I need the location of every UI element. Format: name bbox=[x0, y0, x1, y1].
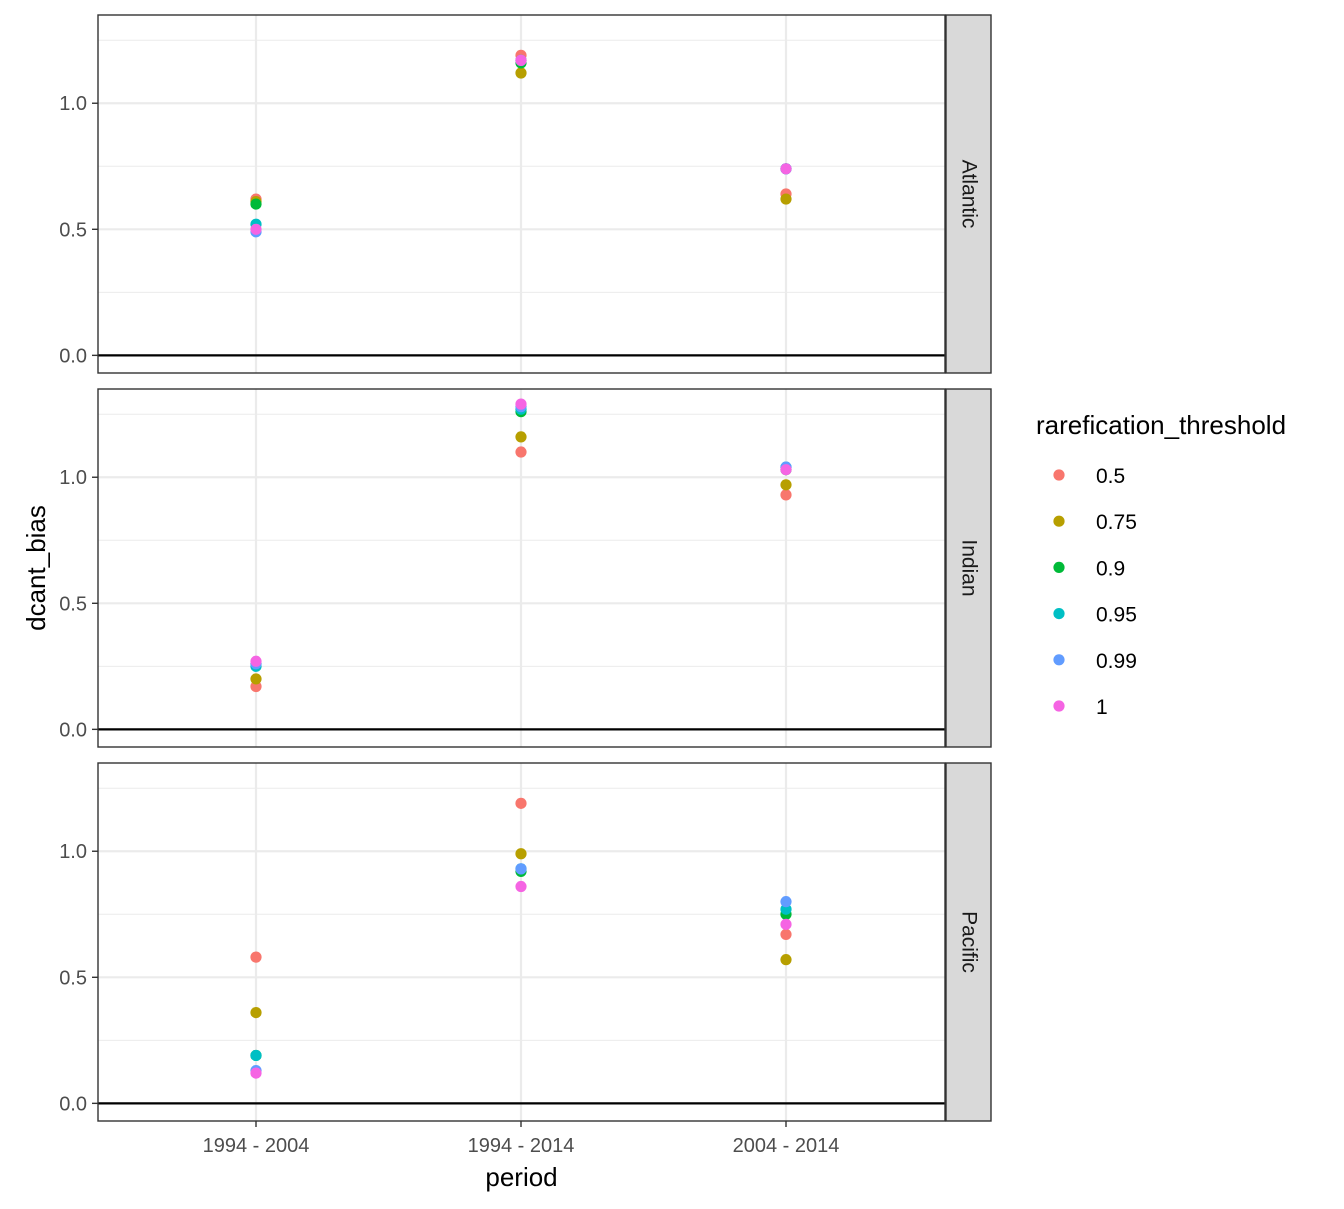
facet-label-pacific: Pacific bbox=[958, 911, 981, 973]
legend-item: 0.99 bbox=[1053, 650, 1137, 673]
data-point bbox=[780, 479, 792, 491]
panel-border bbox=[97, 388, 946, 748]
data-point bbox=[515, 67, 527, 79]
panel-indian: 0.0 0.5 1.0 Indian bbox=[59, 388, 992, 748]
panel-pacific: 0.0 0.5 1.0 Pacific bbox=[59, 762, 992, 1122]
data-point bbox=[780, 464, 792, 476]
x-tick-label: 1994 - 2014 bbox=[468, 1135, 575, 1157]
facet-strip bbox=[945, 14, 992, 374]
data-point bbox=[250, 951, 262, 963]
panel-border bbox=[97, 14, 946, 374]
data-point bbox=[515, 431, 527, 443]
facet-label-indian: Indian bbox=[958, 539, 981, 596]
data-point bbox=[515, 863, 527, 875]
legend-title: rarefication_threshold bbox=[1036, 410, 1286, 440]
data-point bbox=[780, 489, 792, 501]
data-point bbox=[250, 1049, 262, 1062]
data-point bbox=[250, 655, 262, 667]
legend-key bbox=[1053, 561, 1065, 574]
y-tick-label: 0.0 bbox=[59, 719, 87, 741]
legend-key bbox=[1053, 469, 1065, 481]
legend-item: 1 bbox=[1053, 696, 1108, 719]
data-point bbox=[780, 163, 792, 175]
legend-key bbox=[1053, 700, 1065, 712]
facet-strip bbox=[945, 762, 992, 1122]
data-point bbox=[780, 918, 792, 930]
data-point bbox=[250, 198, 262, 210]
data-point bbox=[780, 896, 792, 908]
data-point bbox=[515, 848, 527, 860]
y-axis-title: dcant_bias bbox=[21, 505, 51, 631]
panel-atlantic: 0.0 0.5 1.0 Atlantic bbox=[59, 14, 992, 374]
legend-key bbox=[1053, 608, 1065, 620]
data-point bbox=[250, 673, 262, 685]
legend-label: 0.95 bbox=[1096, 604, 1137, 627]
legend: rarefication_threshold 0.5 0.75 0.9 0.95 0.99… bbox=[1036, 410, 1286, 719]
x-tick-label: 1994 - 2004 bbox=[203, 1135, 310, 1157]
data-point bbox=[515, 54, 527, 66]
y-tick-label: 1.0 bbox=[59, 467, 87, 489]
y-tick-label: 0.0 bbox=[59, 345, 87, 367]
y-tick-label: 0.5 bbox=[59, 593, 87, 615]
legend-item: 0.75 bbox=[1053, 511, 1137, 534]
y-tick-label: 1.0 bbox=[59, 93, 87, 115]
data-point bbox=[250, 223, 262, 235]
x-tick-label: 2004 - 2014 bbox=[733, 1135, 840, 1157]
facet-label-atlantic: Atlantic bbox=[958, 160, 981, 229]
y-tick-label: 0.0 bbox=[59, 1093, 87, 1115]
y-tick-label: 1.0 bbox=[59, 841, 87, 863]
legend-item: 0.5 bbox=[1053, 465, 1125, 488]
y-tick-label: 0.5 bbox=[59, 967, 87, 989]
legend-key bbox=[1053, 515, 1065, 527]
data-point bbox=[515, 797, 527, 809]
data-point bbox=[515, 446, 527, 458]
data-point bbox=[250, 1006, 262, 1019]
legend-label: 0.75 bbox=[1096, 511, 1137, 534]
legend-key bbox=[1053, 654, 1065, 666]
legend-label: 0.9 bbox=[1096, 557, 1125, 580]
facet-strip bbox=[945, 388, 992, 748]
y-tick-label: 0.5 bbox=[59, 219, 87, 241]
legend-item: 0.95 bbox=[1053, 604, 1137, 627]
data-point bbox=[780, 954, 792, 966]
data-point bbox=[780, 928, 792, 941]
data-point bbox=[250, 1067, 262, 1079]
x-axis-title: period bbox=[485, 1162, 557, 1192]
legend-label: 1 bbox=[1096, 696, 1108, 719]
legend-label: 0.5 bbox=[1096, 465, 1125, 488]
data-point bbox=[515, 398, 527, 410]
legend-item: 0.9 bbox=[1053, 557, 1125, 580]
data-point bbox=[515, 880, 527, 893]
legend-label: 0.99 bbox=[1096, 650, 1137, 673]
data-point bbox=[780, 193, 792, 205]
